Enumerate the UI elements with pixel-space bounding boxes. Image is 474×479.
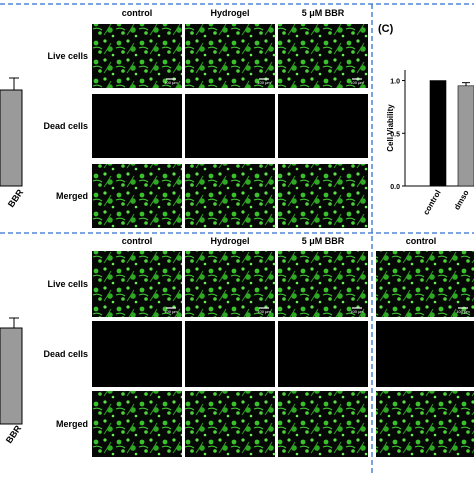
column-header: control: [406, 236, 437, 246]
micrograph: [376, 391, 474, 457]
column-header: control: [122, 236, 153, 246]
scale-bar-label: 100 μm: [164, 80, 178, 85]
row-label: Dead cells: [43, 349, 88, 359]
x-label: BBR: [6, 187, 26, 209]
column-header: Hydrogel: [210, 8, 249, 18]
micrograph: [92, 251, 182, 317]
x-tick-label: control: [421, 189, 442, 217]
row-label: Merged: [56, 419, 88, 429]
micrograph: [278, 24, 368, 88]
y-tick-label: 1.0: [390, 79, 400, 86]
row-label: Live cells: [47, 279, 88, 289]
column-header: 5 μM BBR: [302, 8, 345, 18]
micrograph: [278, 94, 368, 158]
micrograph: [376, 251, 474, 317]
micrograph: [278, 321, 368, 387]
column-header: 5 μM BBR: [302, 236, 345, 246]
bar: [457, 85, 474, 187]
column-header: control: [122, 8, 153, 18]
panel-dividers: [0, 3, 474, 474]
bar-fragment: [0, 327, 23, 425]
bar: [429, 80, 447, 187]
scale-bar-label: 100 μm: [350, 309, 364, 314]
micrograph: [185, 321, 275, 387]
panel-label: (C): [378, 23, 394, 35]
row-label: Merged: [56, 191, 88, 201]
micrograph: [92, 24, 182, 88]
micrograph: [185, 164, 275, 228]
micrograph: [92, 391, 182, 457]
row-label: Live cells: [47, 51, 88, 61]
micrograph: [278, 251, 368, 317]
micrograph: [376, 321, 474, 387]
scale-bar-label: 100 μm: [350, 80, 364, 85]
micrograph: [185, 391, 275, 457]
y-tick-label: 0.0: [390, 184, 400, 191]
micrograph: [278, 164, 368, 228]
micrograph: [185, 24, 275, 88]
scale-bar-label: 100 μm: [456, 309, 470, 314]
micrograph: [92, 321, 182, 387]
y-tick-label: 0.5: [390, 131, 400, 138]
x-tick-label: dmso: [452, 188, 471, 211]
micrograph: [278, 391, 368, 457]
micrograph: [92, 94, 182, 158]
bar-fragment: [0, 89, 23, 187]
micrograph: [92, 164, 182, 228]
scale-bar-label: 100 μm: [257, 309, 271, 314]
micrograph: [185, 251, 275, 317]
micrograph: [185, 94, 275, 158]
scale-bar-label: 100 μm: [257, 80, 271, 85]
x-label: BBR: [4, 423, 24, 445]
y-axis-label: Cell Viability: [386, 104, 395, 152]
row-label: Dead cells: [43, 121, 88, 131]
column-header: Hydrogel: [210, 236, 249, 246]
scale-bar-label: 100 μm: [164, 309, 178, 314]
left-fragments: BBR BBR: [0, 77, 26, 445]
